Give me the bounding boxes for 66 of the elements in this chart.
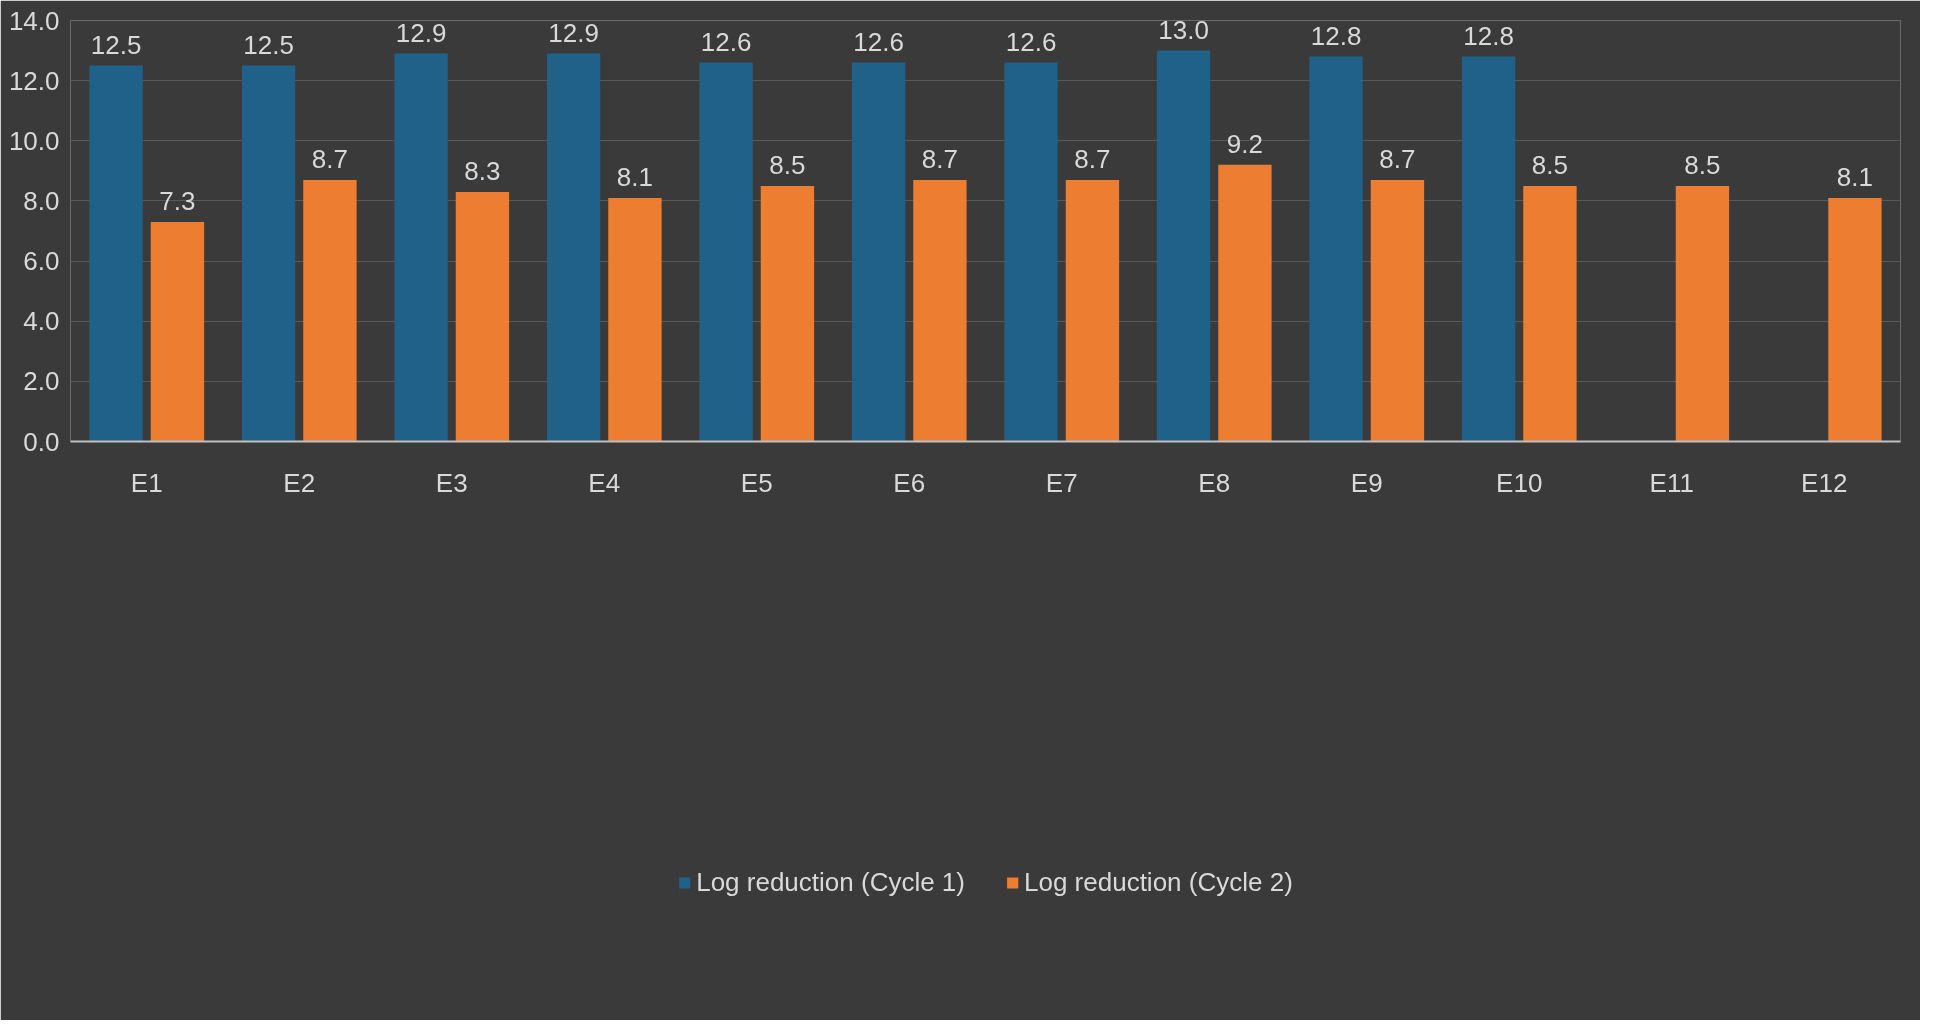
x-tick-label: E5	[740, 467, 773, 498]
y-tick-label: 2.0	[23, 366, 60, 397]
x-tick-label: E4	[588, 467, 621, 498]
bar	[455, 191, 510, 442]
data-label: 8.7	[311, 143, 349, 174]
data-label: 12.9	[548, 17, 599, 48]
bar	[1156, 50, 1211, 442]
data-label: 8.5	[1531, 149, 1569, 180]
bar	[1309, 56, 1363, 442]
x-tick-label: E8	[1198, 467, 1231, 498]
data-label: 8.5	[1684, 149, 1721, 180]
y-tick-label: 14.0	[8, 5, 60, 36]
y-tick-label: 4.0	[23, 306, 60, 337]
data-label: 12.6	[700, 26, 752, 57]
bar	[1461, 56, 1516, 442]
data-label: 12.5	[243, 29, 294, 60]
x-tick-label: E2	[283, 467, 316, 498]
bar	[394, 53, 448, 442]
bar	[851, 62, 906, 442]
bar	[1828, 197, 1882, 442]
data-label: 12.8	[1463, 20, 1514, 51]
x-tick-label: E11	[1649, 467, 1694, 498]
bar	[1004, 62, 1058, 442]
bar	[760, 185, 815, 442]
x-tick-label: E12	[1801, 467, 1848, 498]
data-label: 13.0	[1158, 14, 1209, 45]
data-label: 8.3	[464, 155, 501, 186]
bar	[303, 179, 357, 442]
bar	[150, 221, 205, 442]
data-label: 8.7	[921, 143, 959, 174]
y-tick-label: 6.0	[23, 246, 60, 277]
bar	[546, 53, 601, 442]
y-tick-label: 0.0	[23, 426, 60, 457]
bar	[241, 65, 296, 442]
x-tick-label: E1	[130, 467, 163, 498]
bar	[89, 65, 143, 442]
x-tick-label: E3	[435, 467, 468, 498]
y-tick-label: 12.0	[8, 65, 60, 96]
data-label: 12.6	[1005, 26, 1057, 57]
data-label: 9.2	[1226, 128, 1264, 159]
data-label: 8.1	[1836, 161, 1874, 192]
data-label: 8.7	[1074, 143, 1111, 174]
data-label: 12.5	[90, 29, 142, 60]
y-tick-label: 8.0	[23, 185, 60, 216]
bar	[1523, 185, 1577, 442]
bar	[1065, 179, 1120, 442]
data-label: 8.1	[616, 161, 654, 192]
bar	[913, 179, 967, 442]
x-tick-label: E9	[1350, 467, 1383, 498]
bar	[608, 197, 662, 442]
legend-label: Log reduction (Cycle 2)	[1024, 866, 1293, 898]
bar	[1218, 164, 1272, 442]
bar	[699, 62, 753, 442]
data-label: 12.6	[853, 26, 904, 57]
data-label: 8.5	[769, 149, 806, 180]
y-tick-label: 10.0	[8, 125, 60, 156]
x-tick-label: E7	[1045, 467, 1078, 498]
x-tick-label: E10	[1496, 467, 1543, 498]
x-tick-label: E6	[893, 467, 926, 498]
bar	[1675, 185, 1730, 442]
bar	[1370, 179, 1425, 442]
data-label: 12.9	[395, 17, 447, 48]
data-label: 7.3	[159, 185, 196, 216]
data-label: 8.7	[1379, 143, 1416, 174]
data-label: 12.8	[1310, 20, 1362, 51]
legend-label: Log reduction (Cycle 1)	[696, 866, 965, 898]
